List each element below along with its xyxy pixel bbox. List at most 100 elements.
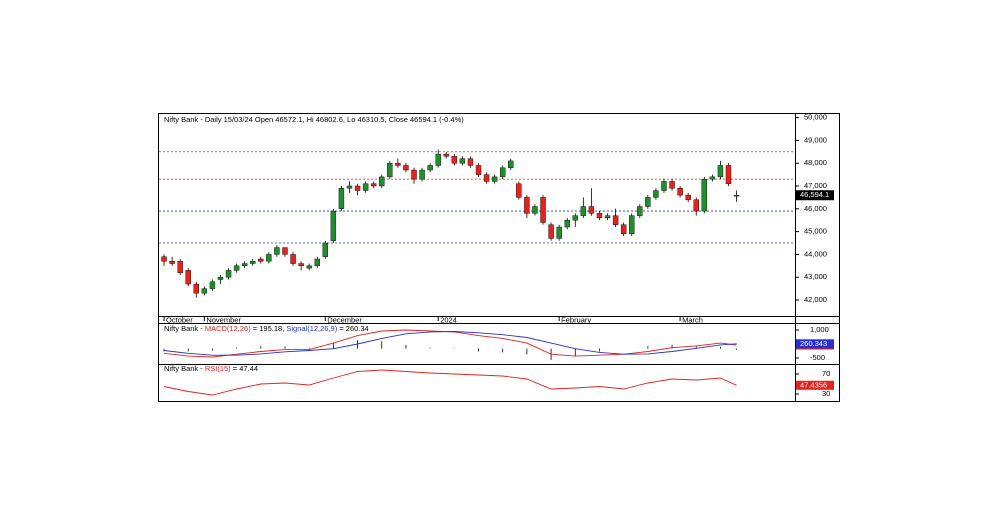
last-price-label: 46,594.1 [800,190,829,199]
x-tick-label: October [166,315,193,324]
legend-part: MACD(12,26) [205,324,251,333]
candle-body [500,167,506,178]
y-tick-label: 30 [822,389,830,398]
y-tick-label: 42,000 [804,295,827,304]
candle-body [725,165,732,184]
candle-body [564,220,570,228]
x-tick-label: February [561,315,591,324]
legend-part: Nifty Bank - [164,324,205,333]
y-tick-label: 46,000 [804,204,827,213]
candle-body [193,283,199,294]
candle-body [266,254,272,262]
candle-body [274,247,280,255]
candle-body [459,158,466,164]
indicator-line [163,369,737,396]
legend-part: = 47.44 [231,364,258,373]
candle-body [338,188,345,209]
candle-body [629,215,635,235]
y-tick-label: 45,000 [804,227,827,236]
candle-body [451,156,458,164]
candle-body [508,160,514,168]
candle-body [411,169,417,180]
candle-body [427,165,433,171]
candle-body [556,226,562,239]
candle-body [475,165,482,175]
y-tick-label: 48,000 [804,158,827,167]
candle-body [677,188,683,196]
candle-body [572,215,578,221]
candle-body [612,215,619,225]
candle-body [709,176,716,180]
candle-body [177,261,183,273]
candle-body [209,281,216,289]
y-tick-label: 47,000 [804,181,827,190]
indicator-legend: Nifty Bank - RSI(15) = 47.44 [164,364,258,373]
candle-body [467,158,474,166]
candle-body [435,153,441,166]
value-box [796,380,834,390]
candle-body [596,213,603,219]
y-tick-label: 1,000 [810,325,829,334]
legend-part: Signal(12,26,9) [286,324,337,333]
candle-body [548,224,554,239]
candle-body [580,206,587,216]
candle-body [233,265,240,271]
candle-body [241,263,248,267]
candle-body [314,258,320,267]
candle-body [701,178,707,212]
candle-body [403,165,409,171]
candle-body [669,181,675,189]
y-tick-label: 70 [822,369,830,378]
candle-body [532,206,538,214]
candle-body [217,277,224,280]
legend-part: = 195.18, [251,324,287,333]
indicator-legend: Nifty Bank - MACD(12,26) = 195.18, Signa… [164,324,369,333]
candle-body [588,206,595,214]
candle-body [443,153,449,157]
candle-body [661,181,667,191]
candle-body [362,183,369,191]
candle-body [516,183,522,198]
indicator-line [163,331,737,356]
candle-body [161,256,167,262]
x-tick-label: November [206,315,241,324]
candle-body [185,270,191,285]
candle-body [637,206,643,216]
candle-body [169,261,175,264]
y-tick-label: 43,000 [804,272,827,281]
candle-body [524,197,530,214]
candle-body [733,195,740,197]
chart-title: Nifty Bank - Daily 15/03/24 Open 46572.1… [164,115,464,124]
candle-body [653,190,659,198]
legend-part: RSI(15) [205,364,231,373]
candle-body [491,176,498,182]
candle-body [282,247,288,255]
last-price-box [796,190,834,201]
candle-body [322,242,329,257]
legend-part: Nifty Bank - [164,364,205,373]
candle-body [290,254,296,264]
candle-body [346,185,353,189]
x-tick-label: 2024 [440,315,457,324]
candle-body [306,265,312,269]
candle-body [225,270,232,278]
candle-body [717,165,724,178]
candle-body [693,199,699,212]
candle-body [620,224,627,235]
y-tick-label: 49,000 [804,135,827,144]
candle-body [250,261,256,264]
candle-body [387,162,393,178]
candle-body [395,162,401,166]
candle-body [258,258,264,262]
frame [158,113,840,402]
value-box-label: 260.343 [800,339,827,348]
y-tick-label: 50,000 [804,113,827,122]
indicator-line [163,329,737,358]
candle-body [419,169,425,180]
candle-body [685,194,691,200]
y-tick-label: 44,000 [804,249,827,258]
legend-part: = 260.34 [337,324,369,333]
candle-body [201,288,208,294]
